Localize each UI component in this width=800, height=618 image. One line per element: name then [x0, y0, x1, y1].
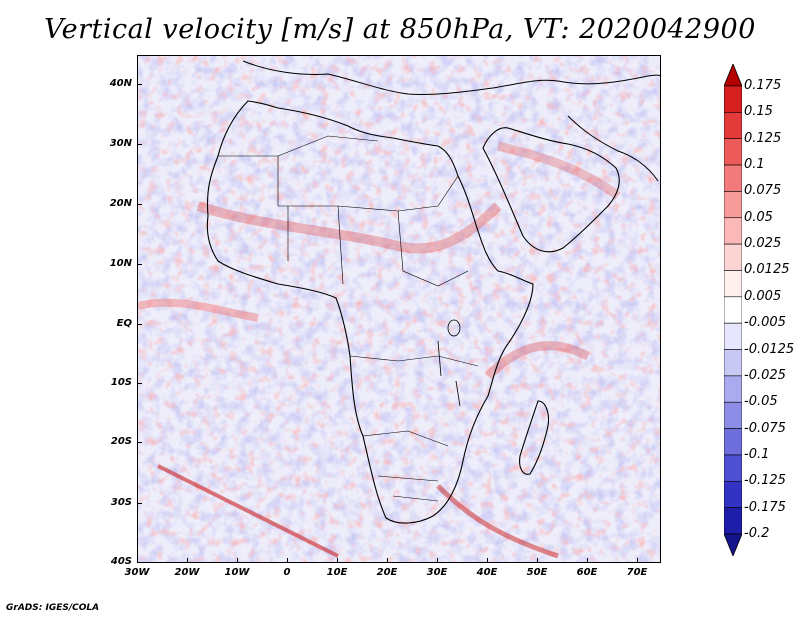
lon-label-20e: 20E: [376, 567, 398, 578]
arabia-ascent-band: [496, 141, 621, 200]
legend-label: 0.0125: [744, 262, 790, 278]
lat-tick: [137, 264, 142, 265]
legend-label: -0.1: [744, 446, 770, 462]
southern-atlantic-front: [157, 464, 339, 558]
legend-label: -0.125: [744, 473, 786, 489]
vertical-velocity-map: [138, 56, 660, 562]
legend-color-cell: [724, 322, 742, 350]
legend-label: 0.175: [744, 78, 782, 93]
legend-label: -0.0125: [744, 341, 795, 357]
lon-tick: [337, 558, 338, 563]
lat-label-20n: 20N: [109, 198, 132, 209]
lat-label-eq: EQ: [116, 318, 132, 329]
lon-label-10w: 10W: [224, 567, 250, 578]
lat-label-30n: 30N: [109, 138, 132, 149]
lon-tick: [187, 558, 188, 563]
lon-tick: [437, 558, 438, 563]
lon-tick: [587, 558, 588, 563]
equatorial-ascent-band: [138, 298, 259, 322]
lon-label-30e: 30E: [426, 567, 448, 578]
lat-tick: [137, 84, 142, 85]
legend-label: 0.05: [744, 209, 773, 225]
legend-color-cell: [724, 507, 742, 535]
legend-color-cell: [724, 243, 742, 271]
lon-tick: [637, 558, 638, 563]
lat-label-10n: 10N: [109, 258, 132, 269]
lat-tick: [137, 204, 142, 205]
legend-color-cell: [724, 85, 742, 113]
legend-label: 0.075: [744, 183, 782, 199]
lon-label-10e: 10E: [326, 567, 348, 578]
legend-color-cell: [724, 164, 742, 192]
madagascar-coastline: [519, 400, 550, 475]
lon-tick: [287, 558, 288, 563]
legend-color-cell: [724, 428, 742, 456]
lon-label-60e: 60E: [576, 567, 598, 578]
legend-label: -0.2: [744, 526, 770, 541]
lat-tick: [137, 324, 142, 325]
lon-label-20w: 20W: [174, 567, 200, 578]
legend-label: 0.1: [744, 157, 765, 173]
lon-tick: [237, 558, 238, 563]
country-borders: [218, 135, 479, 502]
legend-label: -0.025: [744, 367, 786, 383]
sahel-ascent-band: [196, 201, 502, 254]
legend-color-cell: [724, 270, 742, 298]
legend-color-cell: [724, 296, 742, 324]
legend-label: -0.005: [744, 315, 786, 331]
legend-color-cell: [724, 375, 742, 403]
lon-label-0: 0: [283, 567, 291, 578]
arabia-coastline: [482, 127, 620, 253]
lon-label-70e: 70E: [626, 567, 648, 578]
lon-label-30w: 30W: [124, 567, 150, 578]
lon-tick: [387, 558, 388, 563]
europe-coastline: [242, 60, 660, 95]
lat-tick: [137, 144, 142, 145]
grads-credit: GrADS: IGES/COLA: [6, 603, 100, 613]
map-title: Vertical velocity [m/s] at 850hPa, VT: 2…: [44, 14, 756, 45]
legend-label: -0.175: [744, 499, 786, 515]
legend-color-cell: [724, 112, 742, 140]
legend-bottom-arrow: [724, 533, 742, 556]
legend-label: -0.075: [744, 420, 786, 436]
legend-label: 0.005: [744, 288, 782, 304]
legend-color-cell: [724, 138, 742, 166]
lat-label-20s: 20S: [110, 436, 132, 447]
agulhas-front: [436, 484, 559, 559]
legend-label: 0.025: [744, 236, 782, 252]
lake-malawi: [455, 380, 461, 407]
lat-tick: [137, 442, 142, 443]
legend-color-cell: [724, 191, 742, 219]
africa-coastline: [206, 100, 534, 524]
lon-label-40e: 40E: [476, 567, 498, 578]
legend-color-cell: [724, 401, 742, 429]
lat-tick: [137, 383, 142, 384]
map-plot-area: [137, 55, 661, 563]
lat-tick: [137, 503, 142, 504]
lat-label-30s: 30S: [110, 497, 132, 508]
legend-color-cell: [724, 480, 742, 508]
legend-color-cell: [724, 349, 742, 377]
lat-label-40s: 40S: [110, 556, 132, 567]
lat-label-40n: 40N: [109, 78, 132, 89]
indian-ocean-ascent: [484, 341, 591, 380]
lake-tanganyika: [437, 340, 442, 377]
legend-label: 0.125: [744, 130, 782, 146]
legend-label: 0.15: [744, 104, 773, 120]
legend-color-cell: [724, 454, 742, 482]
lat-label-10s: 10S: [110, 377, 132, 388]
legend-color-cell: [724, 217, 742, 245]
lon-tick: [537, 558, 538, 563]
lon-tick: [487, 558, 488, 563]
color-legend-bar: [724, 64, 742, 556]
legend-top-arrow: [724, 64, 742, 87]
iran-coastline: [567, 115, 659, 182]
lon-label-50e: 50E: [526, 567, 548, 578]
legend-label: -0.05: [744, 394, 778, 410]
lake-victoria: [447, 319, 461, 337]
